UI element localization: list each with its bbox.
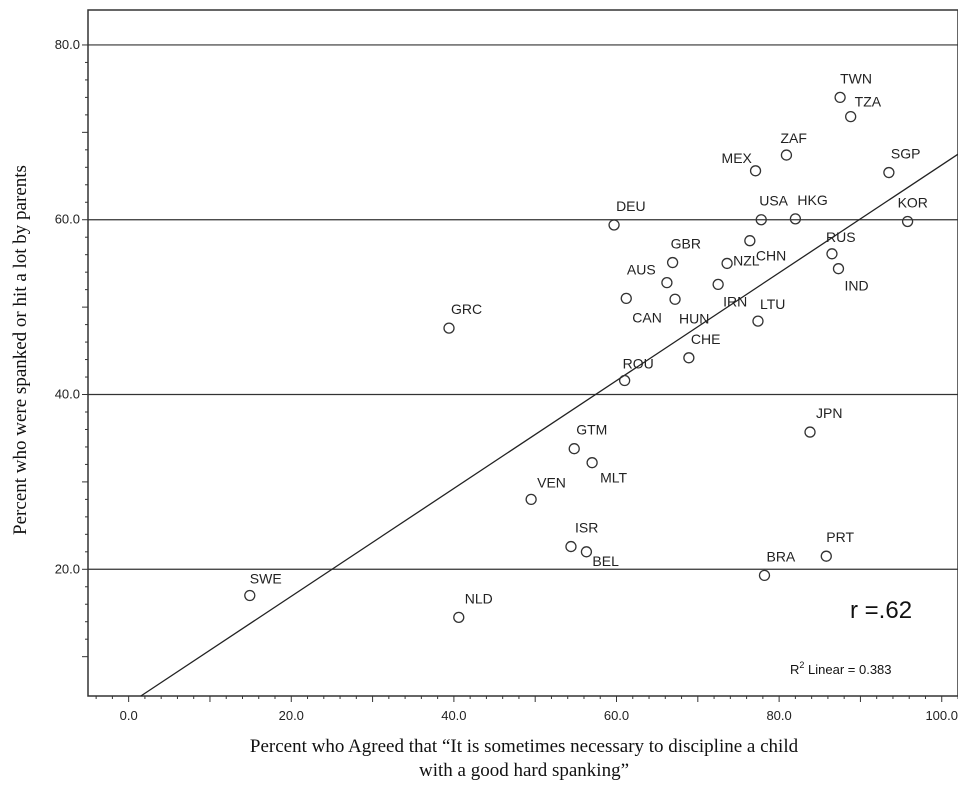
point-kor [901,215,914,228]
point-label-isr: ISR [575,520,598,536]
point-irn [712,278,724,291]
y-axis-title: Percent who were spanked or hit a lot by… [10,165,31,535]
point-hkg [789,213,802,225]
x-tick-label: 60.0 [604,708,629,723]
point-label-chn: CHN [756,248,786,264]
point-bra [758,569,771,582]
point-gbr [666,256,679,269]
y-tick-label: 40.0 [55,387,80,402]
point-label-bel: BEL [592,553,619,569]
point-label-prt: PRT [826,529,854,545]
x-tick-label: 20.0 [279,708,304,723]
point-label-mlt: MLT [600,470,627,486]
point-label-swe: SWE [250,571,282,587]
point-can [620,292,632,305]
point-label-jpn: JPN [816,405,842,421]
fit-line [140,153,958,697]
point-label-sgp: SGP [891,146,921,162]
r2-superscript: 2 [799,660,804,670]
point-tza [845,110,857,123]
point-label-bra: BRA [766,548,795,564]
point-label-mex: MEX [722,150,753,166]
y-axis: 20.0 40.0 60.0 80.0 [55,37,88,658]
point-rou [618,374,631,387]
point-label-hun: HUN [679,310,709,326]
x-tick-label: 100.0 [925,708,958,723]
x-axis-title-line1: Percent who Agreed that “It is sometimes… [250,736,799,757]
point-chn [744,235,756,247]
point-ind [832,263,845,275]
point-mlt [586,457,598,469]
point-label-che: CHE [691,331,721,347]
point-aus [661,277,673,289]
point-label-nzl: NZL [733,252,760,268]
point-label-irn: IRN [723,293,747,309]
point-isr [565,540,577,553]
point-label-can: CAN [632,309,662,325]
r2-suffix: Linear = 0.383 [804,662,891,677]
point-label-ven: VEN [537,474,566,490]
point-label-usa: USA [759,193,788,209]
point-ltu [752,315,764,327]
x-axis: 0.0 20.0 40.0 60.0 80.0 100.0 [95,696,958,723]
point-bel [580,546,593,558]
point-mex [749,165,762,177]
point-nzl [721,257,733,270]
x-tick-label: 40.0 [441,708,466,723]
point-grc [443,322,455,334]
y-tick-label: 60.0 [55,212,80,227]
point-label-ind: IND [844,278,868,294]
point-swe [244,589,256,602]
point-label-gtm: GTM [576,422,607,438]
point-label-gbr: GBR [671,236,701,252]
point-label-rus: RUS [826,229,856,245]
point-gtm [568,443,580,455]
point-label-nld: NLD [465,590,493,606]
point-usa [755,214,767,226]
point-label-hkg: HKG [797,192,827,208]
r2-prefix: R [790,662,799,677]
x-tick-label: 80.0 [766,708,791,723]
point-label-kor: KOR [898,194,928,210]
point-label-twn: TWN [840,70,872,86]
r-annotation: r =.62 [850,597,912,624]
point-label-grc: GRC [451,301,482,317]
point-sgp [883,166,895,179]
point-prt [820,550,832,562]
point-zaf [780,149,793,161]
point-twn [834,91,846,104]
x-axis-title-line2: with a good hard spanking” [419,760,629,781]
point-che [683,352,695,364]
x-tick-label: 0.0 [120,708,138,723]
plot-frame [87,9,958,697]
y-tick-label: 80.0 [55,37,80,52]
point-label-aus: AUS [627,262,656,278]
point-deu [608,219,620,231]
point-label-deu: DEU [616,198,646,214]
point-jpn [804,426,816,438]
point-hun [669,293,681,305]
point-label-ltu: LTU [760,296,785,312]
data-points: TWN TZA ZAF MEX SGP DEU USA HKG KOR GBR CHN RUS IND A… [244,70,928,624]
gridlines [88,44,958,570]
point-label-zaf: ZAF [780,130,806,146]
point-rus [826,248,838,260]
r2-annotation: R2 Linear = 0.383 [790,660,892,677]
point-nld [453,611,465,624]
point-ven [525,493,537,506]
point-label-tza: TZA [855,94,882,110]
y-tick-label: 20.0 [55,561,80,576]
point-label-rou: ROU [623,356,654,372]
